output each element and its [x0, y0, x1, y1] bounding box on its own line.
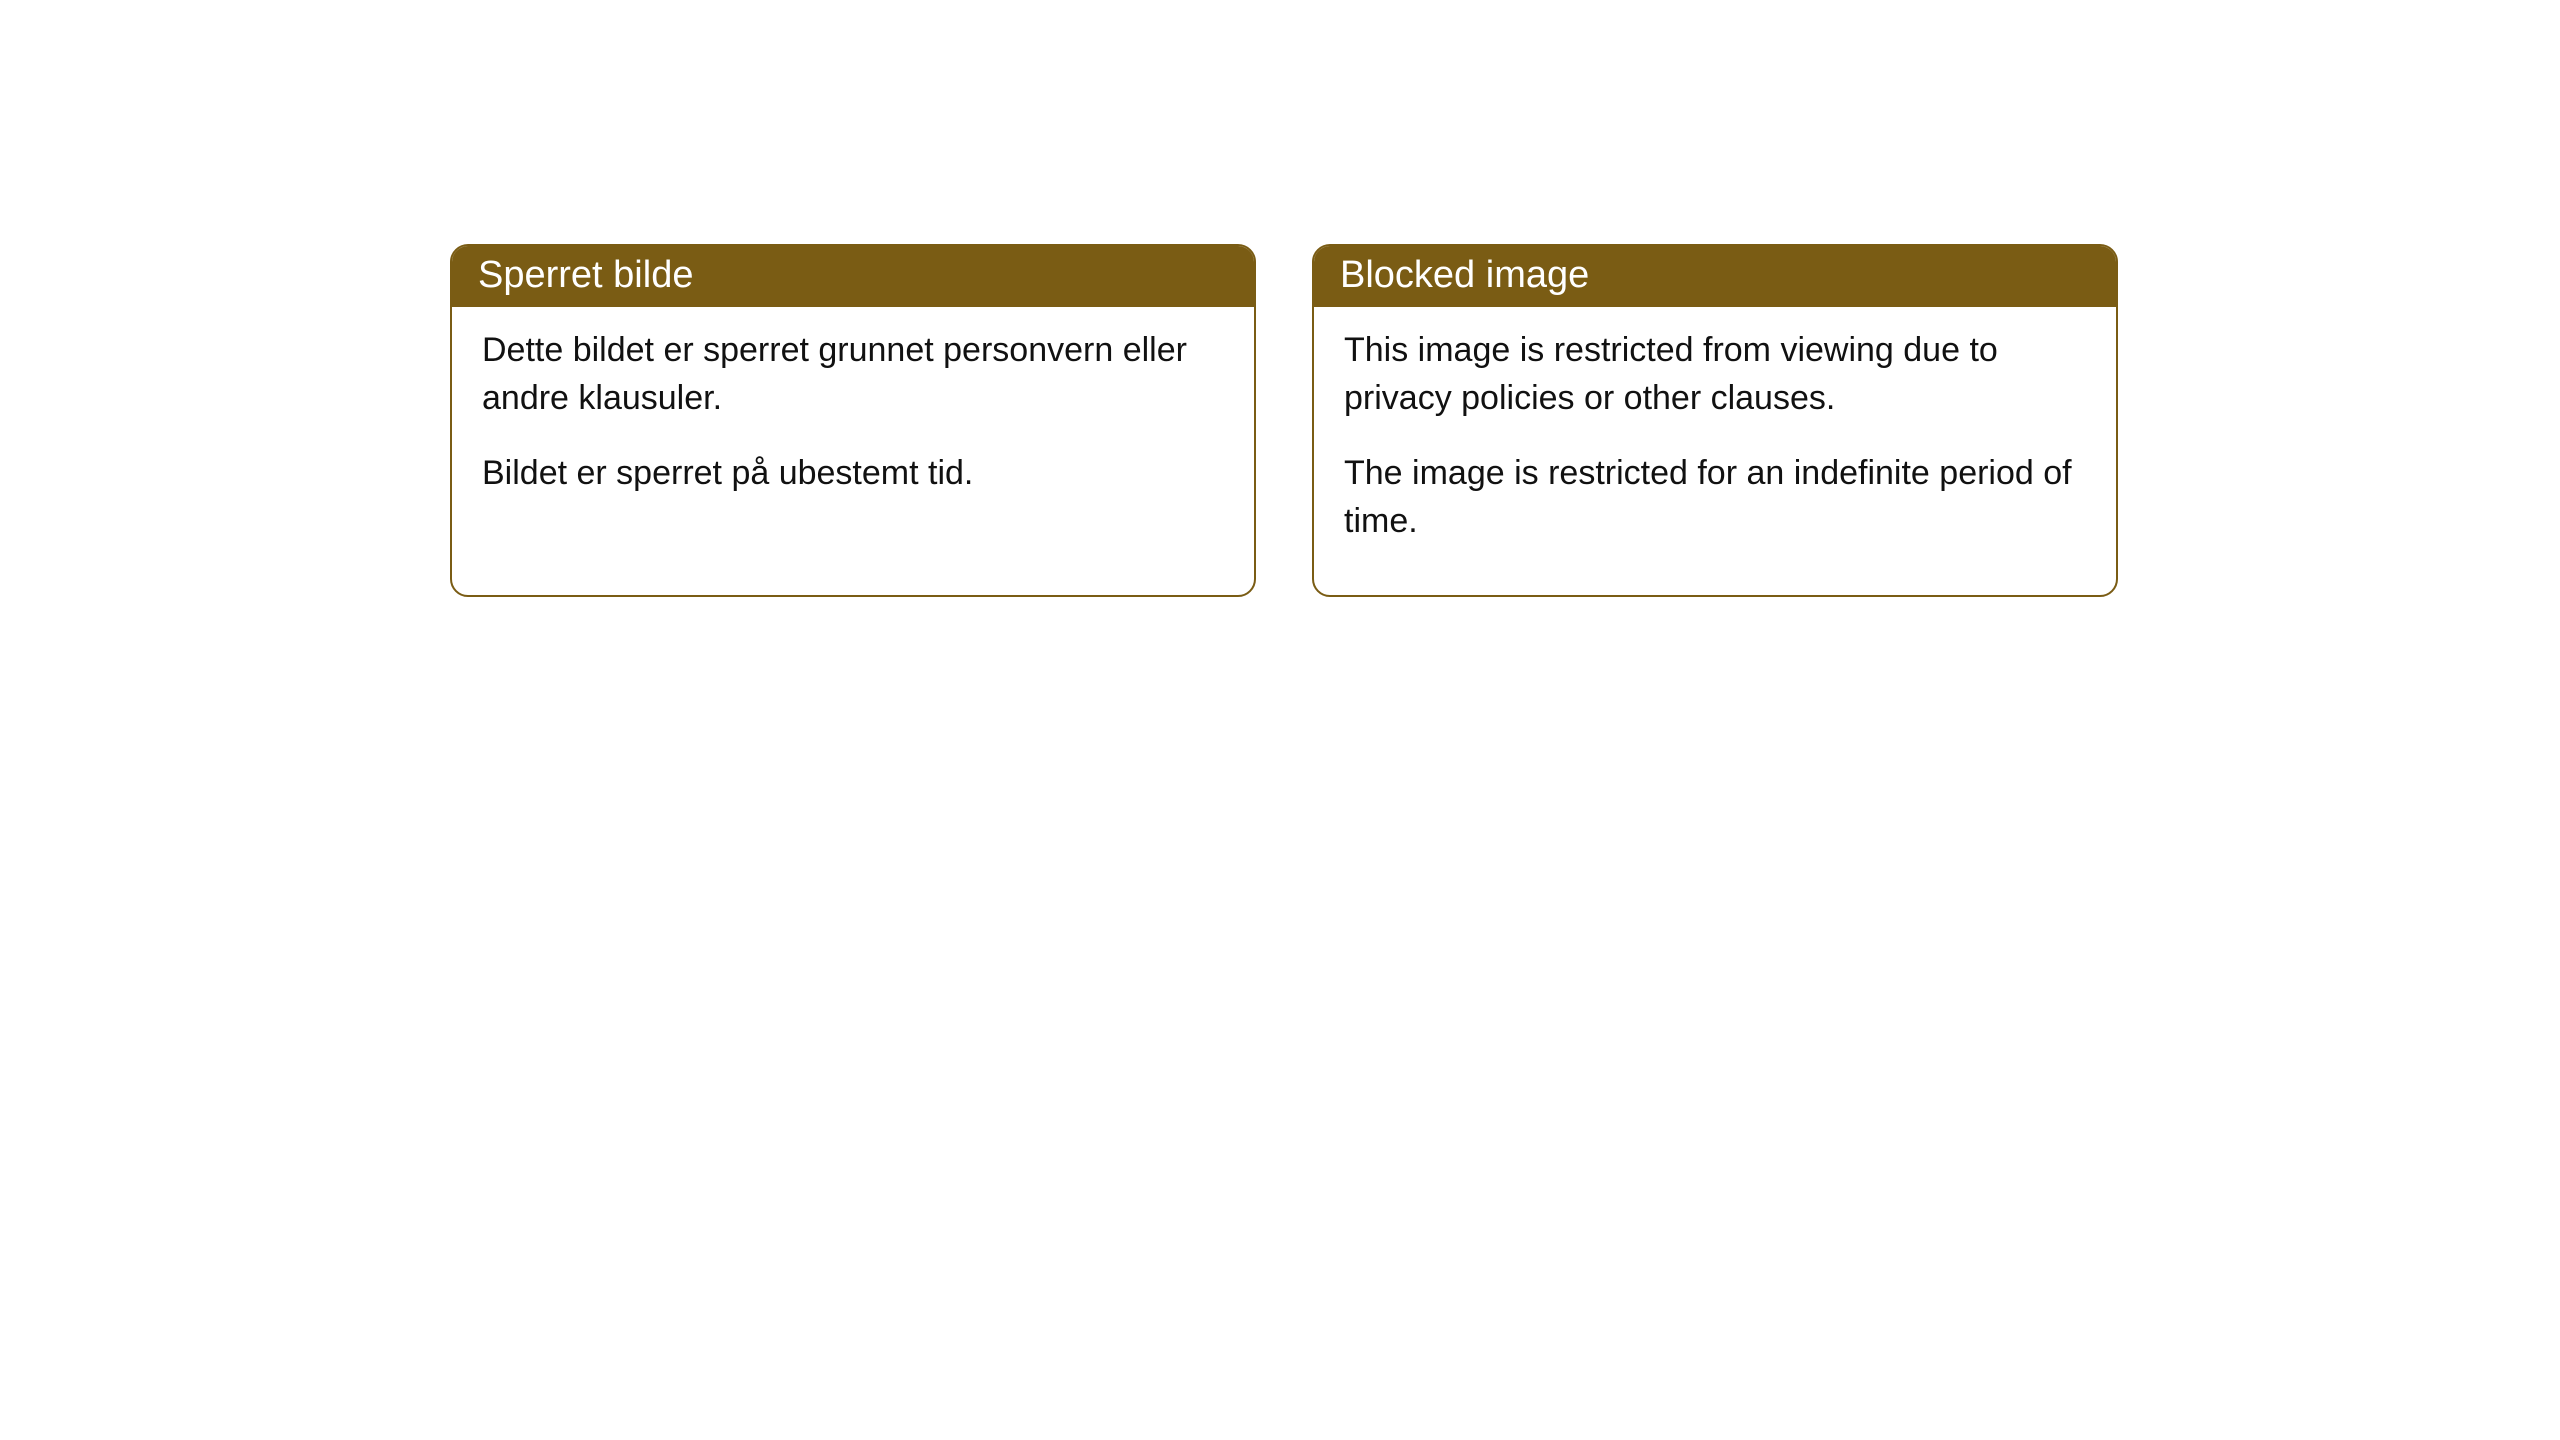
- notice-container: Sperret bilde Dette bildet er sperret gr…: [450, 244, 2118, 597]
- card-paragraph: Bildet er sperret på ubestemt tid.: [482, 450, 1224, 498]
- card-paragraph: This image is restricted from viewing du…: [1344, 327, 2086, 422]
- card-body: This image is restricted from viewing du…: [1314, 307, 2116, 595]
- card-title: Sperret bilde: [478, 254, 693, 296]
- card-paragraph: Dette bildet er sperret grunnet personve…: [482, 327, 1224, 422]
- card-header: Sperret bilde: [452, 246, 1254, 307]
- card-header: Blocked image: [1314, 246, 2116, 307]
- card-title: Blocked image: [1340, 254, 1589, 296]
- blocked-image-card-en: Blocked image This image is restricted f…: [1312, 244, 2118, 597]
- card-body: Dette bildet er sperret grunnet personve…: [452, 307, 1254, 548]
- card-paragraph: The image is restricted for an indefinit…: [1344, 450, 2086, 545]
- blocked-image-card-no: Sperret bilde Dette bildet er sperret gr…: [450, 244, 1256, 597]
